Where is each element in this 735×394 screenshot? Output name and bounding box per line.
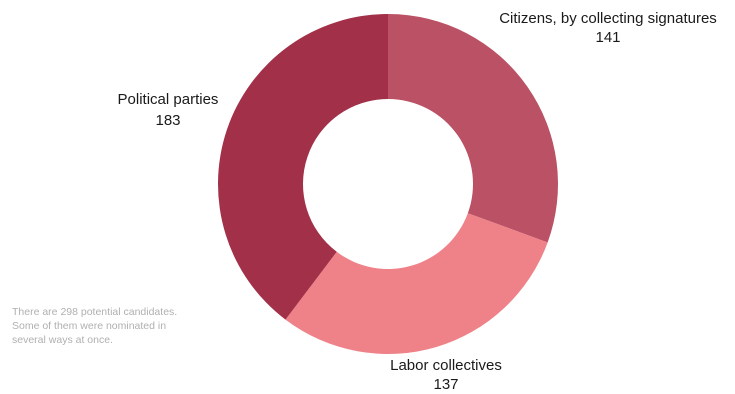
- label-labor-collectives-name: Labor collectives: [390, 357, 502, 374]
- label-political-parties-name: Political parties: [118, 91, 219, 108]
- label-political-parties-value: 183: [155, 112, 180, 129]
- label-citizens-value: 141: [595, 29, 620, 46]
- label-citizens-name: Citizens, by collecting signatures: [499, 10, 717, 27]
- label-citizens: Citizens, by collecting signatures 141: [499, 10, 717, 46]
- slice-labor-collectives: [285, 213, 548, 354]
- label-labor-collectives: Labor collectives 137: [390, 357, 502, 393]
- slice-citizens: [388, 14, 558, 243]
- label-labor-collectives-value: 137: [433, 376, 458, 393]
- donut-slices: [218, 14, 558, 354]
- slice-political-parties: [218, 14, 388, 320]
- footnote-line: Some of them were nominated in: [12, 320, 167, 332]
- footnote-line: several ways at once.: [12, 334, 113, 346]
- footnote-line: There are 298 potential candidates.: [12, 306, 178, 318]
- label-political-parties: Political parties 183: [118, 91, 219, 129]
- footnote: There are 298 potential candidates. Some…: [12, 305, 212, 347]
